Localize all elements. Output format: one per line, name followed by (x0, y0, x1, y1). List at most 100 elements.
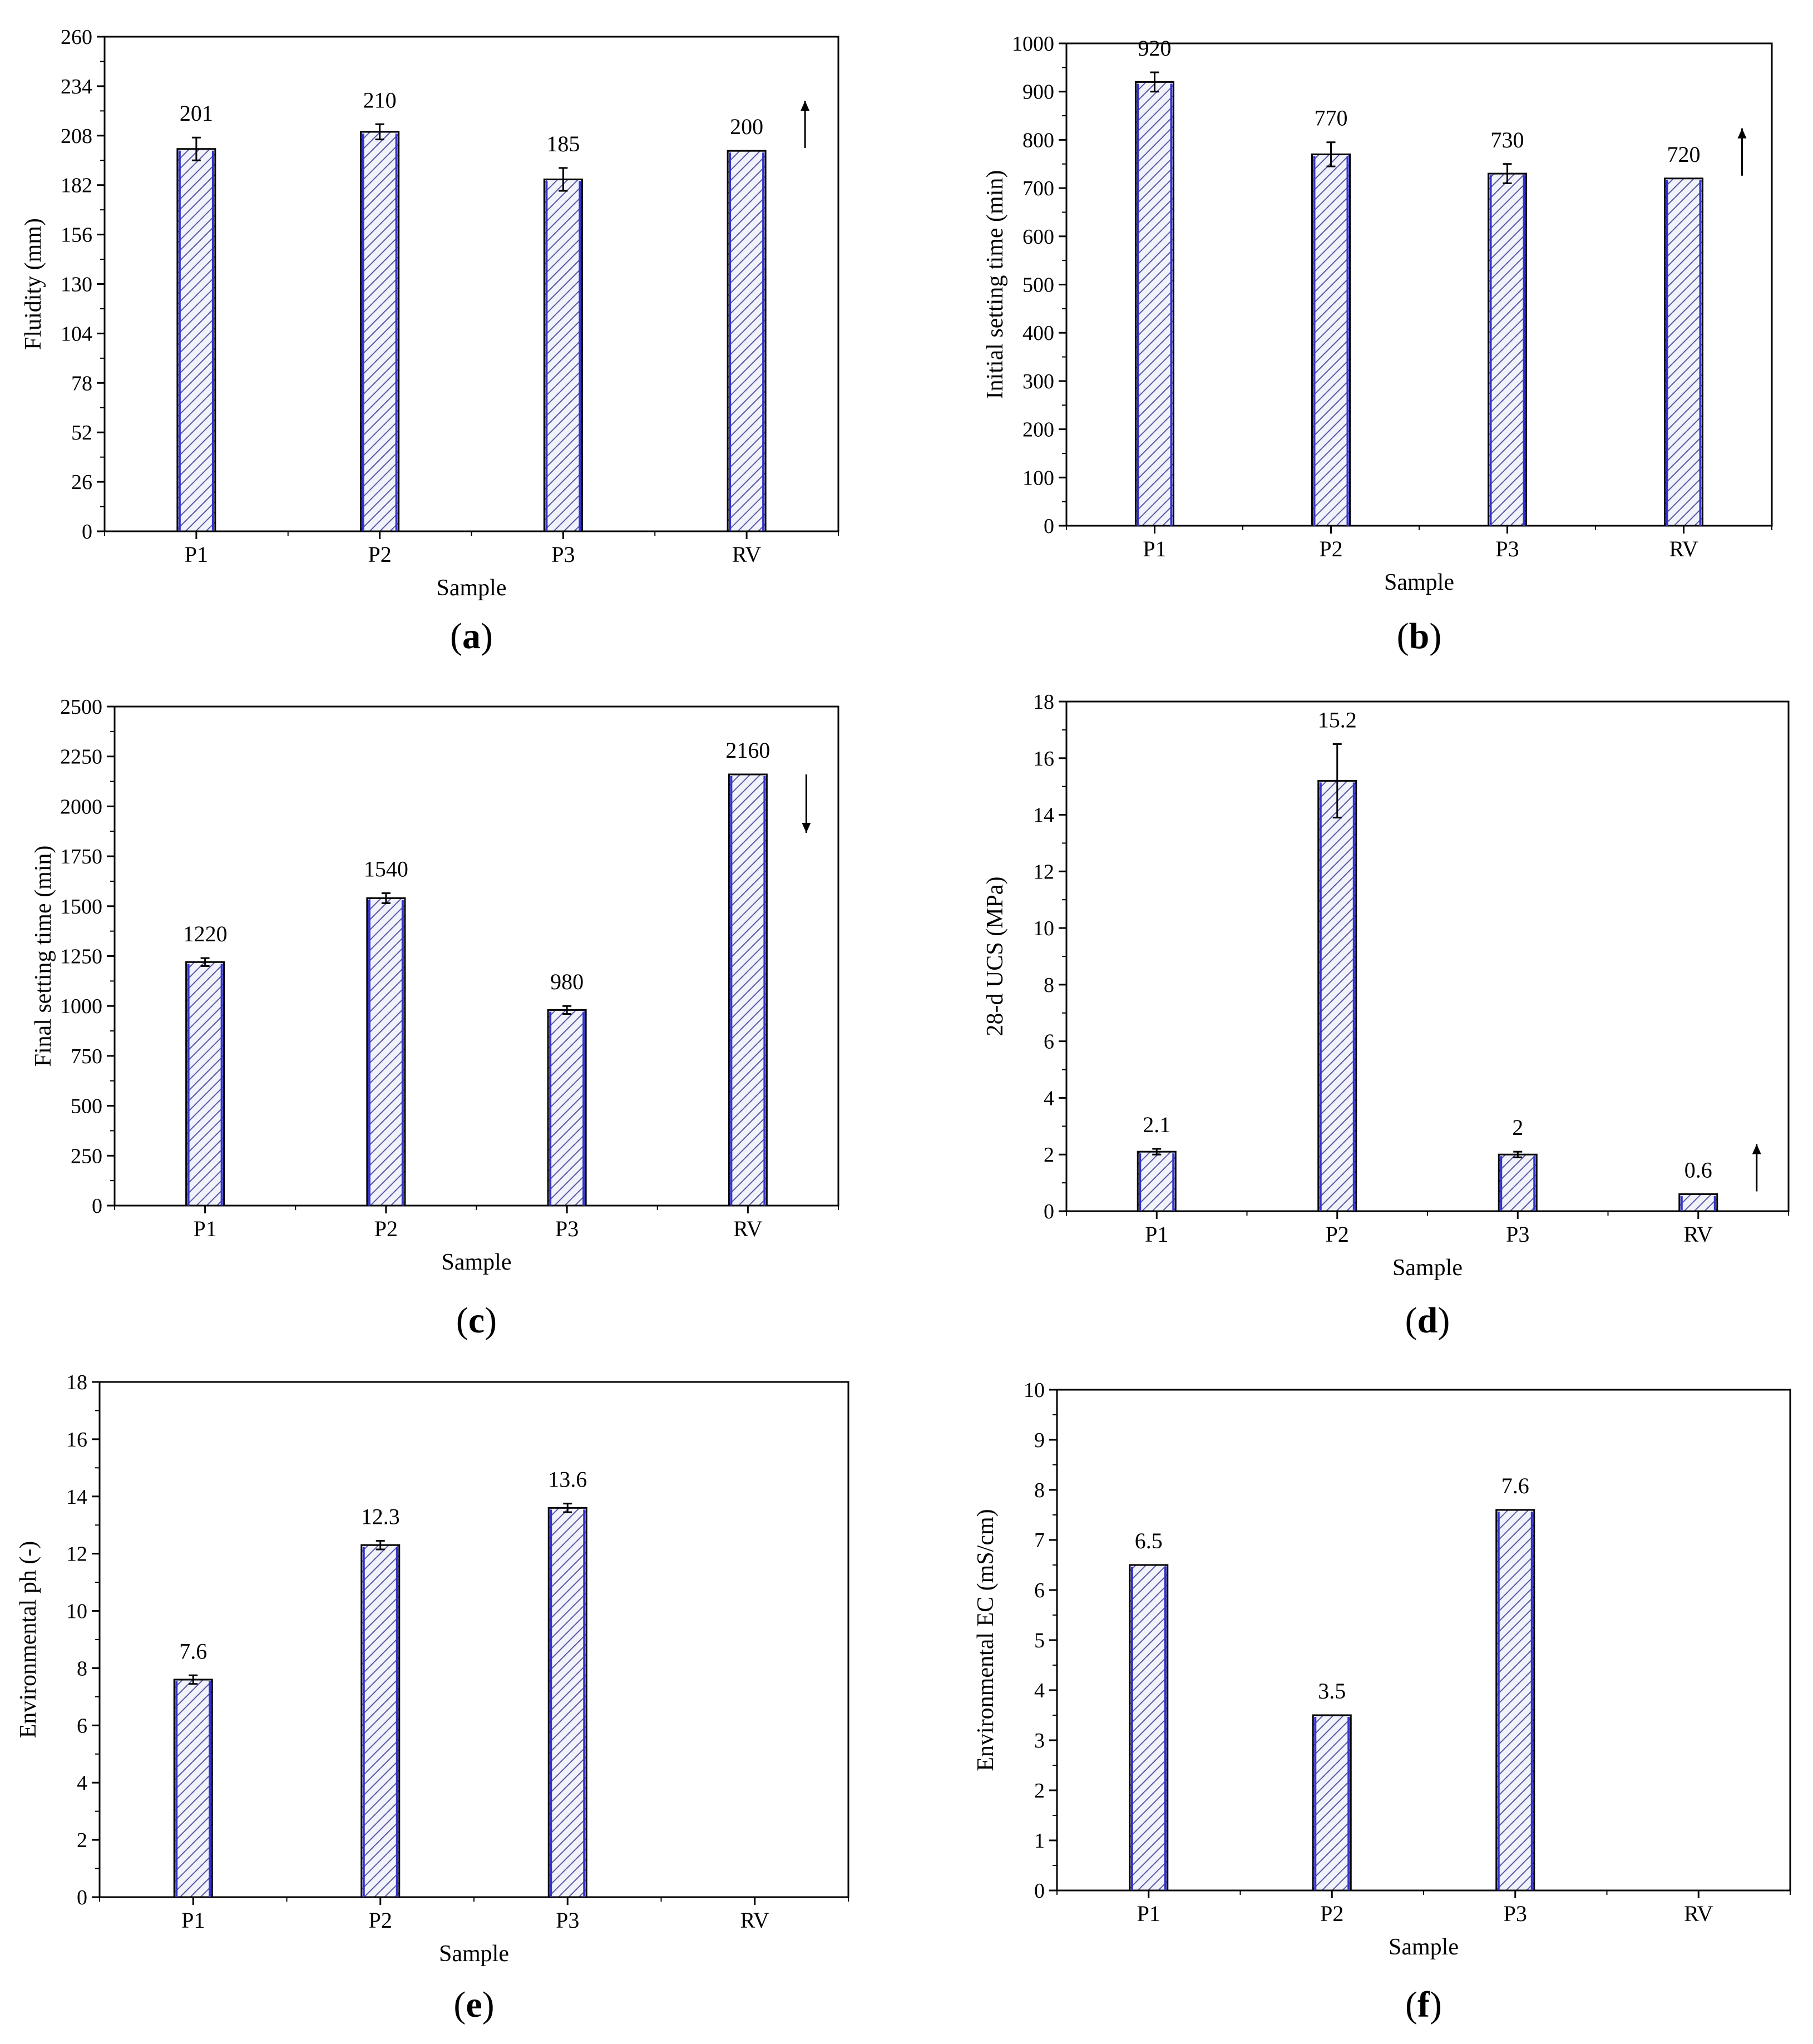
y-tick-label: 700 (1022, 177, 1054, 200)
y-tick-label: 750 (71, 1045, 102, 1068)
data-label: 7.6 (1501, 1473, 1529, 1498)
bar-P2 (360, 131, 400, 532)
y-tick-label: 6 (77, 1714, 87, 1737)
x-tick-label: P1 (185, 542, 208, 567)
x-tick-label: P3 (556, 1908, 579, 1933)
y-tick-label: 1500 (60, 895, 102, 919)
y-tick-label: 2 (1044, 1143, 1054, 1167)
y-tick-label: 500 (1022, 274, 1054, 297)
x-tick-label: P1 (1137, 1901, 1160, 1926)
chart-panel-f: 0 1 2 3 4 5 6 7 8 9 10 P1 P2 P3 RV 6.5 3.5 7.6 Sample Envir… (973, 1379, 1791, 2025)
y-tick-label: 2 (77, 1829, 87, 1852)
bar-P1 (1129, 1564, 1169, 1892)
bar-P2 (366, 897, 406, 1207)
y-tick-label: 16 (66, 1428, 87, 1451)
x-axis-title: Sample (437, 575, 507, 601)
x-tick-label: P2 (369, 1908, 392, 1933)
y-tick-label: 182 (61, 174, 92, 198)
y-tick-label: 9 (1034, 1429, 1045, 1452)
data-label: 210 (363, 87, 397, 112)
y-tick-label: 2500 (60, 695, 102, 719)
y-axis-title: Fluidity (mm) (21, 218, 46, 350)
x-tick-label: P3 (551, 542, 575, 567)
data-label: 200 (730, 114, 763, 139)
x-tick-label: RV (732, 542, 761, 567)
x-tick-label: P3 (555, 1216, 579, 1241)
bar-RV (1664, 177, 1703, 527)
y-tick-label: 2000 (60, 795, 102, 818)
chart-panel-a: 0 26 52 78 104 130 156 182 208 234 260 P1 P2 P3 RV 201 2… (21, 26, 839, 656)
data-label: 7.6 (179, 1638, 207, 1663)
y-tick-label: 260 (61, 26, 92, 49)
data-label: 2.1 (1143, 1112, 1170, 1137)
y-tick-label: 0 (92, 1194, 102, 1218)
x-tick-label: P2 (368, 542, 392, 567)
y-tick-label: 18 (66, 1371, 87, 1394)
y-tick-label: 7 (1034, 1529, 1045, 1552)
y-tick-label: 104 (61, 322, 92, 345)
y-tick-label: 14 (1033, 804, 1054, 827)
bar-P3 (1498, 1153, 1538, 1212)
bar-P1 (173, 1678, 213, 1898)
bar-RV (1678, 1193, 1718, 1212)
y-axis-title: Initial setting time (min) (982, 170, 1008, 399)
y-tick-label: 600 (1022, 225, 1054, 249)
y-axis-title: 28-d UCS (MPa) (982, 876, 1008, 1036)
bar-RV (728, 773, 768, 1207)
y-tick-label: 2 (1034, 1779, 1045, 1803)
y-axis-title: Environmental EC (mS/cm) (973, 1509, 999, 1771)
chart-panel-c: 0 250 500 750 1000 1250 1500 1750 2000 2250 2500 P1… (31, 695, 839, 1341)
bar-P3 (547, 1507, 587, 1898)
data-label: 2 (1512, 1115, 1523, 1140)
y-tick-label: 14 (66, 1485, 87, 1509)
x-tick-label: P1 (1145, 1222, 1168, 1247)
x-axis-title: Sample (1384, 570, 1454, 595)
x-axis-title: Sample (1389, 1934, 1459, 1960)
data-label: 730 (1491, 127, 1524, 152)
data-label: 980 (550, 969, 584, 994)
y-tick-label: 8 (77, 1657, 87, 1680)
y-tick-label: 52 (71, 421, 92, 445)
y-tick-label: 8 (1034, 1479, 1045, 1502)
x-tick-label: P1 (194, 1216, 217, 1241)
x-tick-label: RV (740, 1908, 769, 1933)
bar-P3 (547, 1009, 587, 1207)
y-tick-label: 400 (1022, 322, 1054, 345)
y-tick-label: 3 (1034, 1729, 1045, 1752)
y-tick-label: 4 (1034, 1679, 1045, 1702)
trend-arrow-head (1737, 128, 1747, 139)
x-tick-label: P3 (1495, 536, 1519, 561)
x-tick-label: RV (733, 1216, 762, 1241)
x-axis-title: Sample (442, 1250, 512, 1275)
chart-panel-d: 0 2 4 6 8 10 12 14 16 18 P1 P2 P3 RV 2.1 15.2 2 0.6 Sample… (982, 690, 1790, 1341)
data-label: 920 (1138, 36, 1172, 61)
bar-P3 (1488, 172, 1527, 527)
trend-arrow-head (1752, 1144, 1761, 1154)
y-tick-label: 16 (1033, 747, 1054, 771)
y-tick-label: 0 (77, 1886, 87, 1909)
trend-arrow-head (801, 101, 810, 111)
data-label: 2160 (725, 738, 770, 763)
data-label: 12.3 (361, 1504, 400, 1529)
y-tick-label: 0 (1044, 1200, 1054, 1223)
y-tick-label: 4 (1044, 1087, 1054, 1110)
bar-P1 (1135, 81, 1174, 527)
x-tick-label: P3 (1506, 1222, 1529, 1247)
data-label: 0.6 (1684, 1157, 1712, 1182)
y-tick-label: 6 (1034, 1579, 1045, 1602)
bar-P2 (1317, 779, 1357, 1212)
y-tick-label: 300 (1022, 370, 1054, 393)
y-tick-label: 10 (1024, 1379, 1045, 1402)
bar-P3 (1495, 1509, 1535, 1892)
x-tick-label: P1 (1143, 536, 1166, 561)
panel-caption: (b) (1397, 616, 1442, 656)
data-label: 1540 (364, 856, 408, 881)
y-tick-label: 1750 (60, 845, 102, 868)
data-label: 13.6 (548, 1467, 587, 1492)
y-tick-label: 1000 (1012, 32, 1054, 56)
x-axis-title: Sample (1392, 1255, 1463, 1281)
x-tick-label: P1 (181, 1908, 205, 1933)
x-tick-label: P2 (374, 1216, 398, 1241)
bar-P1 (1137, 1151, 1177, 1212)
y-tick-label: 250 (71, 1144, 102, 1168)
